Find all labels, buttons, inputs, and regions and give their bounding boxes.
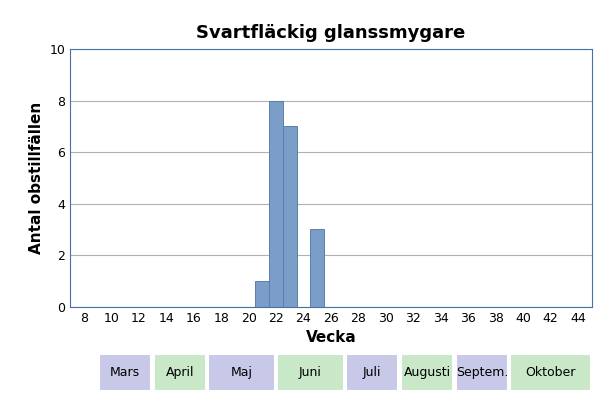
Text: Augusti: Augusti xyxy=(403,366,451,379)
Text: Juli: Juli xyxy=(363,366,381,379)
FancyBboxPatch shape xyxy=(99,354,151,391)
Bar xyxy=(256,281,269,307)
Y-axis label: Antal obstillfällen: Antal obstillfällen xyxy=(29,102,44,254)
FancyBboxPatch shape xyxy=(401,354,453,391)
FancyBboxPatch shape xyxy=(209,354,275,391)
Text: Oktober: Oktober xyxy=(525,366,576,379)
Text: Mars: Mars xyxy=(110,366,140,379)
Bar xyxy=(283,126,296,307)
FancyBboxPatch shape xyxy=(277,354,343,391)
Bar xyxy=(310,229,324,307)
X-axis label: Vecka: Vecka xyxy=(306,330,356,345)
FancyBboxPatch shape xyxy=(511,354,590,391)
Text: Juni: Juni xyxy=(299,366,322,379)
Title: Svartfläckig glanssmygare: Svartfläckig glanssmygare xyxy=(196,24,465,42)
FancyBboxPatch shape xyxy=(154,354,206,391)
Text: April: April xyxy=(166,366,194,379)
Text: Septem.: Septem. xyxy=(456,366,508,379)
FancyBboxPatch shape xyxy=(346,354,398,391)
FancyBboxPatch shape xyxy=(456,354,508,391)
Text: Maj: Maj xyxy=(231,366,253,379)
Bar xyxy=(269,101,283,307)
